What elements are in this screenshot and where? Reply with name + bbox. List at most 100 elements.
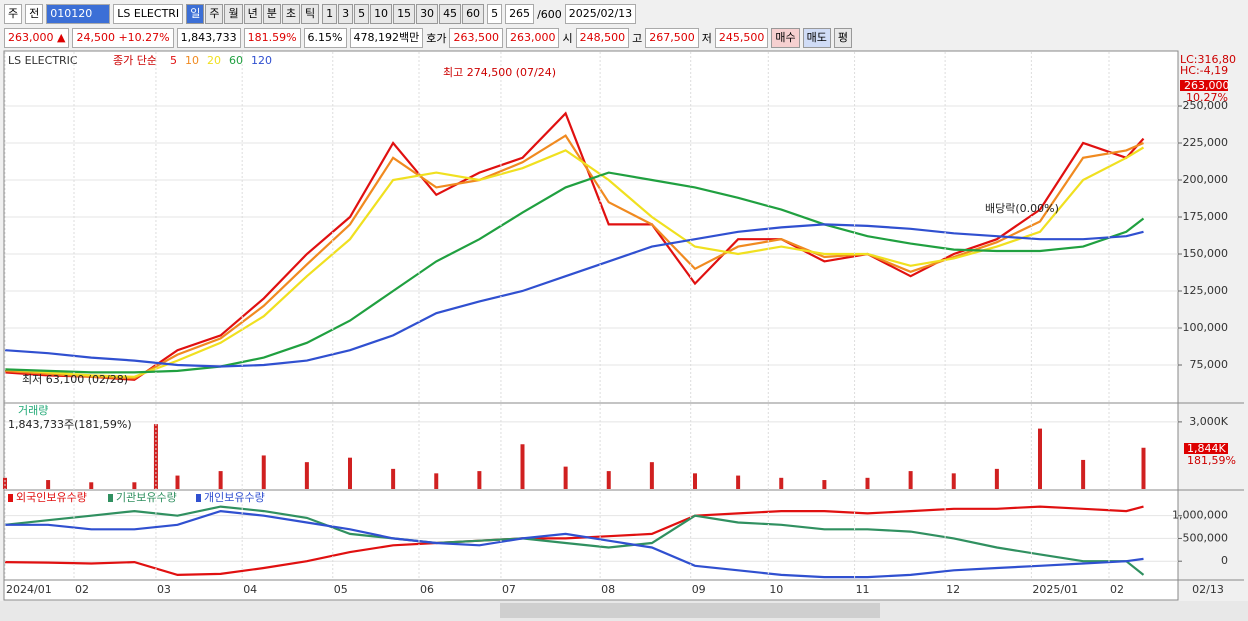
quote-bar: 263,000 ▲ 24,500 +10.27% 1,843,733 181.5… [0,27,1248,48]
annotation: 배당락(0.00%) [985,202,1059,215]
volume-bar [434,473,439,489]
interval-button[interactable]: 15 [393,4,416,24]
x-tick-label: 07 [502,583,516,596]
x-tick-label: 06 [420,583,434,596]
sell-button[interactable]: 매도 [802,27,831,48]
volume-bar [736,475,741,489]
x-tick-label: 04 [243,583,257,596]
buy-button[interactable]: 매수 [771,27,800,48]
prev[interactable]: 전 [25,4,44,24]
high: 267,500 [645,27,699,48]
volume-bar [89,482,94,489]
right-label: LC:316,80 [1180,53,1236,66]
volume-bar [261,455,266,489]
volume-bar [46,480,51,489]
interval-button[interactable]: 1 [322,4,338,24]
x-tick-label: 2025/01 [1032,583,1078,596]
volume-bar [606,471,611,489]
last-price-label: 263,000 [1184,79,1230,92]
last-price-box [1180,80,1228,91]
plot-frame [3,50,1179,601]
period-button[interactable]: 월 [224,4,243,24]
x-tick-label: 02 [75,583,89,596]
volume-bar [348,457,352,489]
legend-entry: 5 [170,54,177,67]
amount: 478,192백만 [349,27,424,48]
interval-button[interactable]: 45 [439,4,462,24]
ask-label: 호가 [426,31,447,45]
change: 24,500 +10.27% [72,27,174,48]
period-button[interactable]: 틱 [300,4,320,24]
open-label: 시 [562,31,573,45]
volume-bar [649,462,654,489]
period-button[interactable]: 초 [281,4,300,24]
period-button[interactable]: 분 [262,4,281,24]
volume: 1,843,733 [176,27,241,48]
y-tick-label: 250,000 [1183,99,1229,112]
y-tick-label: 500,000 [1183,531,1229,544]
x-tick-label: 05 [334,583,348,596]
volume-bar [391,468,396,489]
total: /600 [537,7,562,21]
legend-entry: 기관보유수량 [116,491,177,504]
interval-button[interactable]: 60 [462,4,485,24]
volume-bar [1038,428,1042,489]
volume-title: 거래량 [18,404,48,417]
legend-entry: 개인보유수량 [204,491,265,504]
series-line [4,146,1145,378]
market[interactable]: 주 [4,4,23,24]
volume-bar [865,477,870,489]
legend-swatch [196,494,201,502]
interval-button[interactable]: 10 [370,4,393,24]
y-tick-label: 125,000 [1183,284,1229,297]
series-line [4,171,1145,374]
period-button[interactable]: 년 [243,4,262,24]
annotation: 최고 274,500 (07/24) [443,66,556,79]
count[interactable]: 5 [487,4,503,24]
volume-bar [175,475,180,489]
y-tick-label: 200,000 [1183,173,1229,186]
low: 245,500 [714,27,769,48]
volume-bar [304,462,309,489]
volume-bar [1081,459,1086,489]
legend-swatch [8,494,13,502]
y-tick-label: 1,000,000 [1172,509,1228,522]
stock-legend: LS ELECTRIC [8,54,78,67]
annotation: 최저 63,100 (02/28) [22,373,128,386]
shown[interactable]: 265 [505,4,535,24]
series-line [4,223,1144,368]
interval-button[interactable]: 5 [354,4,370,24]
interval-button[interactable]: 30 [416,4,439,24]
date[interactable]: 2025/02/13 [564,4,637,24]
y-tick-label: 0 [1221,554,1228,567]
volume-bar [3,477,7,489]
volume-bar [693,473,697,489]
legend-swatch [108,494,113,502]
bid: 263,000 [505,27,560,48]
turnover: 6.15% [303,27,347,48]
period-button[interactable]: 일 [186,4,205,24]
ma-legend-kind: 종가 단순 [113,54,157,67]
interval-button[interactable]: 3 [338,4,354,24]
last-change-label: 10.27% [1186,91,1228,104]
avg-button[interactable]: 평 [833,27,852,48]
volume-subtitle: 1,843,733주(181,59%) [8,418,132,431]
scroll-thumb[interactable] [500,603,880,618]
y-tick-label: 175,000 [1183,210,1229,223]
y-tick-label: 100,000 [1183,321,1229,334]
volume-bar [908,471,913,489]
x-end-label: 02/13 [1192,583,1224,596]
code[interactable]: 010120 [46,4,111,24]
series-line [5,509,1144,579]
x-tick-label: 10 [769,583,783,596]
volume-bar [563,466,568,489]
legend-entry: 외국인보유수량 [16,491,87,504]
x-tick-label: 03 [157,583,171,596]
volume-bar [520,444,525,489]
x-tick-label: 08 [601,583,615,596]
x-tick-label: 2024/01 [6,583,52,596]
period-button[interactable]: 주 [205,4,224,24]
